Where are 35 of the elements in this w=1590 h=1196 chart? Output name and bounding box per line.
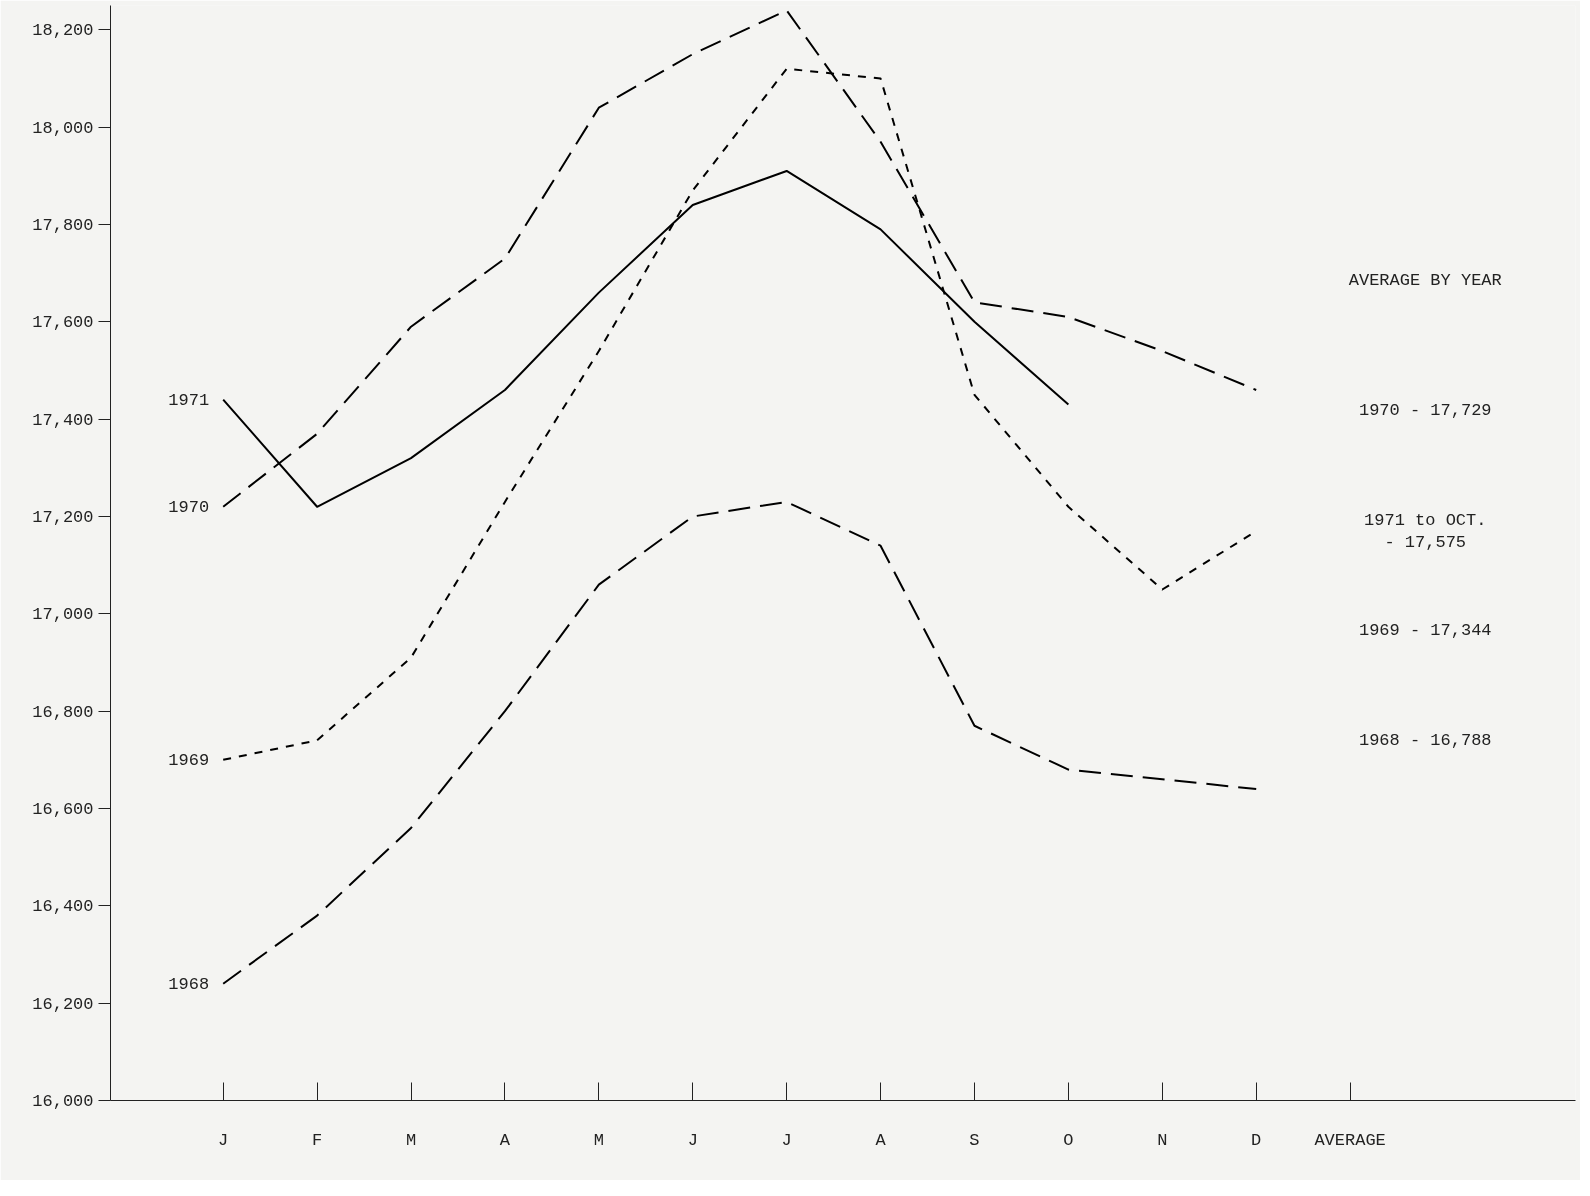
x-tick-label: D (1251, 1130, 1262, 1150)
x-tick-label: N (1157, 1130, 1168, 1150)
series-label: 1970 (168, 498, 210, 518)
y-tick-label: 17,200 (32, 508, 94, 527)
y-tick-label: 16,000 (32, 1092, 94, 1111)
x-tick-label: M (405, 1130, 417, 1150)
y-tick-label: 17,400 (32, 410, 94, 430)
y-tick-label: 16,800 (32, 702, 94, 722)
y-tick-label: 17,600 (32, 313, 94, 333)
y-tick-label: 16,400 (32, 897, 94, 917)
annotation: 1969 - 17,344 (1358, 620, 1492, 640)
x-tick-label: S (969, 1130, 980, 1150)
x-tick-label: AVERAGE (1314, 1130, 1386, 1150)
series-label: 1969 (168, 751, 210, 771)
series-label: 1968 (168, 975, 210, 995)
x-tick-label: A (499, 1130, 511, 1150)
annotation: 1971 to OCT. - 17,575 (1364, 510, 1487, 553)
x-tick-label: O (1063, 1130, 1074, 1150)
x-tick-label: J (781, 1130, 792, 1150)
x-tick-label: M (593, 1130, 604, 1150)
line-series (222, 500, 1258, 985)
y-tick-label: 18,000 (32, 118, 94, 138)
x-tick-label: J (687, 1130, 698, 1150)
y-tick-label: 18,200 (32, 21, 94, 41)
y-tick-label: 16,600 (32, 800, 94, 819)
y-tick-label: 17,000 (32, 605, 94, 625)
annotation: 1968 - 16,788 (1358, 730, 1492, 750)
x-tick-label: A (875, 1130, 887, 1150)
series-label: 1971 (168, 391, 210, 411)
y-tick-label: 17,800 (32, 216, 94, 235)
annotation: 1970 - 17,729 (1358, 400, 1492, 420)
x-tick-label: J (218, 1130, 229, 1150)
y-tick-label: 16,200 (32, 994, 94, 1014)
annotation: AVERAGE BY YEAR (1348, 270, 1502, 290)
x-tick-label: F (312, 1130, 323, 1150)
